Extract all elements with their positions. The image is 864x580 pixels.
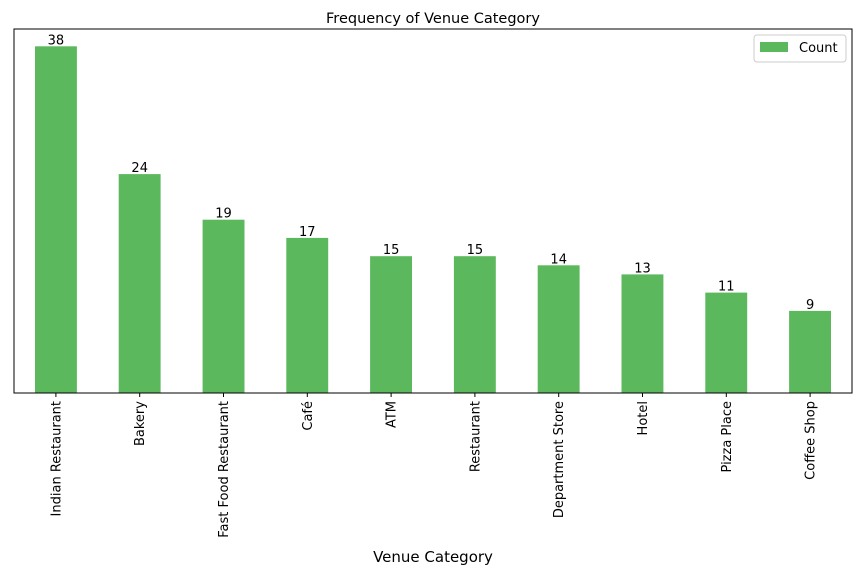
x-tick-label: Restaurant xyxy=(468,401,483,472)
data-label: 19 xyxy=(215,207,232,222)
bar xyxy=(453,256,496,393)
x-tick-label: Pizza Place xyxy=(720,401,735,472)
bar xyxy=(118,174,161,393)
x-tick-label: ATM xyxy=(385,401,400,428)
x-tick-label: Bakery xyxy=(133,401,148,446)
data-label: 38 xyxy=(48,33,65,48)
x-tick-label: Café xyxy=(301,401,316,431)
x-tick-label: Hotel xyxy=(636,401,651,435)
bar xyxy=(202,219,245,393)
bars-layer xyxy=(35,46,831,394)
legend-swatch xyxy=(760,42,788,52)
data-label: 24 xyxy=(131,161,148,176)
data-label: 15 xyxy=(383,243,400,258)
data-label: 11 xyxy=(718,280,735,295)
chart-title: Frequency of Venue Category xyxy=(326,11,540,27)
bar xyxy=(621,274,664,393)
bar xyxy=(35,46,77,394)
data-label: 17 xyxy=(299,225,316,240)
bar xyxy=(705,292,748,393)
x-tick-label: Indian Restaurant xyxy=(49,401,64,516)
legend-frame xyxy=(753,34,847,63)
x-axis-label: Venue Category xyxy=(373,548,493,566)
data-label: 15 xyxy=(467,243,484,258)
x-tick-label: Department Store xyxy=(552,401,567,518)
bar xyxy=(537,265,580,393)
data-labels-layer: 38 24 19 17 15 15 14 13 11 9 xyxy=(48,33,815,313)
legend: Count xyxy=(753,34,847,63)
legend-label: Count xyxy=(799,41,838,56)
plot-area-frame xyxy=(13,28,853,394)
bar xyxy=(370,256,412,393)
data-label: 14 xyxy=(550,252,567,267)
data-label: 13 xyxy=(634,261,651,276)
x-ticks-layer: Indian Restaurant Bakery Fast Food Restaur… xyxy=(49,393,819,538)
data-label: 9 xyxy=(806,298,814,313)
x-tick-label: Fast Food Restaurant xyxy=(217,401,232,538)
bar xyxy=(286,237,329,393)
bar xyxy=(789,310,831,393)
x-tick-label: Coffee Shop xyxy=(804,401,819,480)
